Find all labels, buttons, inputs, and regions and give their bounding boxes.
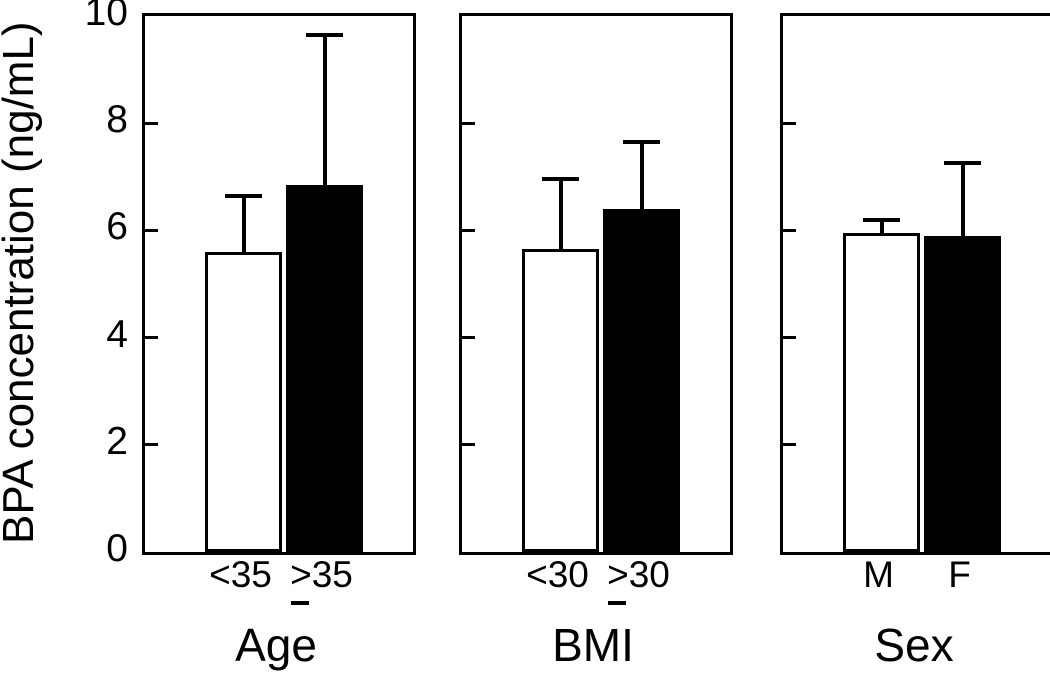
bar-sex-1 xyxy=(843,233,920,552)
category-label-bmi-1: <30 xyxy=(526,554,589,595)
error-bar-line xyxy=(639,141,644,209)
bar-bmi-2 xyxy=(603,208,680,552)
y-tick-label: 2 xyxy=(106,419,128,463)
error-bar-line xyxy=(241,195,246,252)
y-axis-tick-mark xyxy=(783,228,796,232)
chart-panel-age xyxy=(142,13,416,555)
y-tick-label: 8 xyxy=(106,98,128,142)
y-axis-tick-mark xyxy=(145,228,158,232)
error-bar-cap xyxy=(944,161,981,166)
y-tick-label: 6 xyxy=(106,205,128,249)
error-bar-line xyxy=(879,219,884,234)
y-axis-tick-mark xyxy=(783,121,796,125)
error-bar-line xyxy=(322,34,327,185)
panel-title-bmi: BMI xyxy=(552,619,634,671)
error-bar-line xyxy=(558,179,563,250)
y-axis-tick-mark xyxy=(145,336,158,340)
greater-equal-sign: > xyxy=(607,551,629,605)
error-bar-cap xyxy=(863,217,900,222)
y-axis-tick-mark xyxy=(783,443,796,447)
category-label-sex-1: M xyxy=(863,554,894,595)
y-axis-tick-mark xyxy=(462,228,475,232)
category-label-age-1: <35 xyxy=(209,554,272,595)
panel-title-age: Age xyxy=(235,619,317,671)
chart-panel-sex xyxy=(780,13,1050,555)
error-bar-line xyxy=(960,163,965,236)
category-label-sex-2: F xyxy=(948,554,971,595)
error-bar-cap xyxy=(225,193,262,198)
y-tick-label: 4 xyxy=(106,312,128,356)
y-axis-tick-mark xyxy=(145,443,158,447)
bar-age-2 xyxy=(286,184,363,552)
category-label-age-2: >35 xyxy=(269,551,374,605)
bar-sex-2 xyxy=(924,235,1001,552)
y-axis-title: BPA concentration (ng/mL) xyxy=(0,21,43,545)
y-axis-tick-mark xyxy=(462,336,475,340)
y-axis-tick-mark xyxy=(462,121,475,125)
error-bar-cap xyxy=(542,177,579,182)
category-label-bmi-2: >30 xyxy=(586,551,691,605)
y-axis-tick-mark xyxy=(145,121,158,125)
y-axis-tick-mark xyxy=(462,443,475,447)
y-tick-label: 10 xyxy=(84,0,128,34)
y-tick-label: 0 xyxy=(106,527,128,570)
greater-equal-sign: > xyxy=(290,551,312,605)
error-bar-cap xyxy=(306,32,343,37)
panel-title-sex: Sex xyxy=(874,619,954,671)
error-bar-cap xyxy=(623,139,660,144)
bar-age-1 xyxy=(205,251,282,552)
bar-bmi-1 xyxy=(522,249,599,552)
chart-panel-bmi xyxy=(459,13,733,555)
y-axis-tick-mark xyxy=(783,336,796,340)
